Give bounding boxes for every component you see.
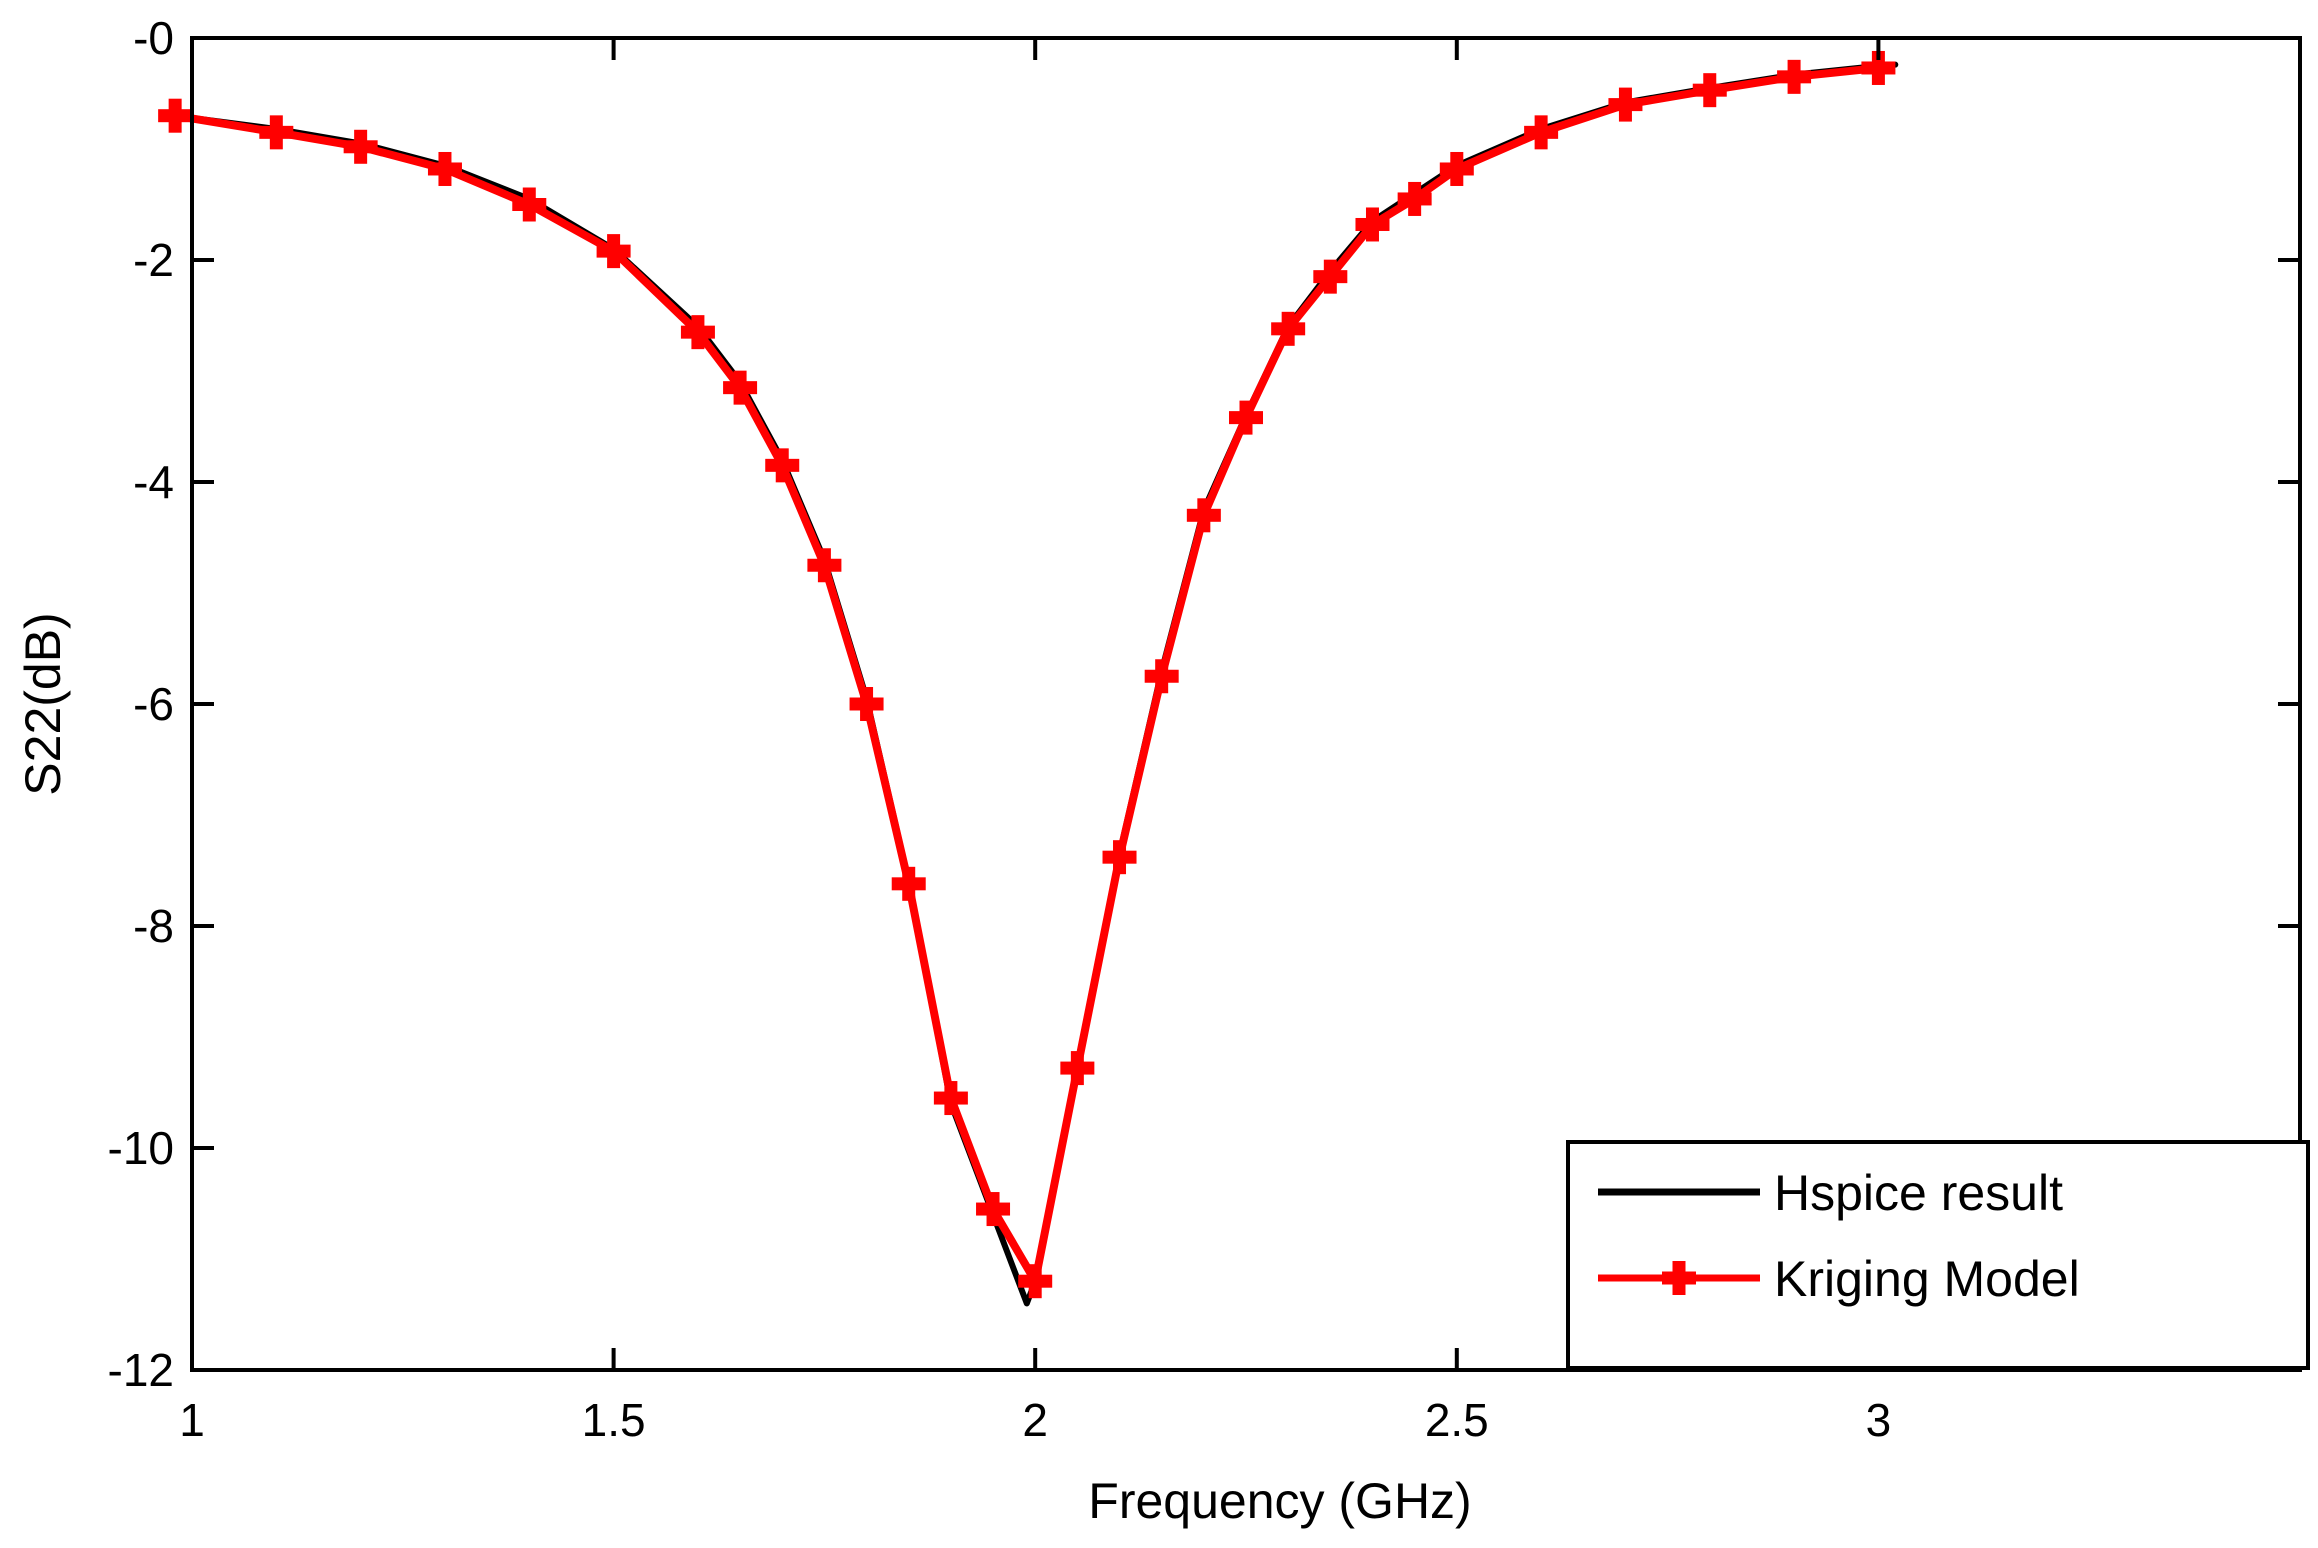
x-tick-label: 2 [1022, 1394, 1048, 1446]
x-tick-label: 2.5 [1425, 1394, 1489, 1446]
data-point-kriging [1060, 1051, 1095, 1086]
data-point-kriging [765, 448, 800, 483]
data-point-kriging [596, 234, 631, 269]
legend-marker-kriging [1662, 1261, 1696, 1295]
data-point-kriging [427, 151, 462, 186]
data-point-kriging [1692, 73, 1727, 108]
y-tick-label: -12 [108, 1344, 174, 1396]
data-point-kriging [976, 1192, 1011, 1227]
data-point-kriging [1524, 115, 1559, 150]
data-point-kriging [1355, 207, 1390, 242]
x-tick-label: 3 [1866, 1394, 1892, 1446]
legend-label-kriging: Kriging Model [1774, 1251, 2080, 1307]
data-point-kriging [723, 370, 758, 405]
data-point-kriging [807, 548, 842, 583]
legend: Hspice result Kriging Model [1566, 1140, 2310, 1370]
data-point-kriging [680, 315, 715, 350]
data-point-kriging [849, 687, 884, 721]
y-axis-label: S22(dB) [15, 612, 71, 795]
data-point-kriging [1229, 400, 1263, 435]
series-layer [158, 50, 1899, 1307]
data-point-kriging [1861, 50, 1896, 85]
data-point-kriging [1018, 1264, 1053, 1299]
legend-box [1566, 1140, 2310, 1370]
data-point-kriging [343, 129, 378, 164]
y-tick-label: -0 [133, 12, 174, 64]
x-axis-label: Frequency (GHz) [1088, 1473, 1471, 1529]
y-tick-label: -6 [133, 678, 174, 730]
data-point-kriging [891, 866, 926, 901]
data-point-kriging [933, 1081, 968, 1116]
legend-label-hspice: Hspice result [1774, 1165, 2063, 1221]
y-tick-label: -4 [133, 456, 174, 508]
data-point-kriging [1186, 498, 1221, 533]
ticks-layer: 1 1.5 2 2.5 3 -0 -2 -4 -6 -8 -10 -12 [108, 12, 2300, 1446]
data-point-kriging [1397, 181, 1432, 216]
data-point-kriging [1271, 311, 1306, 346]
y-tick-label: -2 [133, 234, 174, 286]
data-point-kriging [259, 115, 294, 150]
x-tick-label: 1.5 [582, 1394, 646, 1446]
data-point-kriging [1313, 259, 1348, 294]
data-point-kriging [1608, 87, 1643, 122]
data-point-kriging [1777, 59, 1812, 94]
data-point-kriging [158, 98, 193, 133]
legend-plus-marker [1662, 1261, 1696, 1295]
data-point-kriging [512, 187, 547, 222]
data-point-kriging [1102, 840, 1137, 875]
data-point-kriging [1439, 151, 1474, 186]
y-tick-label: -10 [108, 1122, 174, 1174]
x-tick-label: 1 [179, 1394, 205, 1446]
data-point-kriging [1144, 659, 1179, 694]
y-tick-label: -8 [133, 900, 174, 952]
